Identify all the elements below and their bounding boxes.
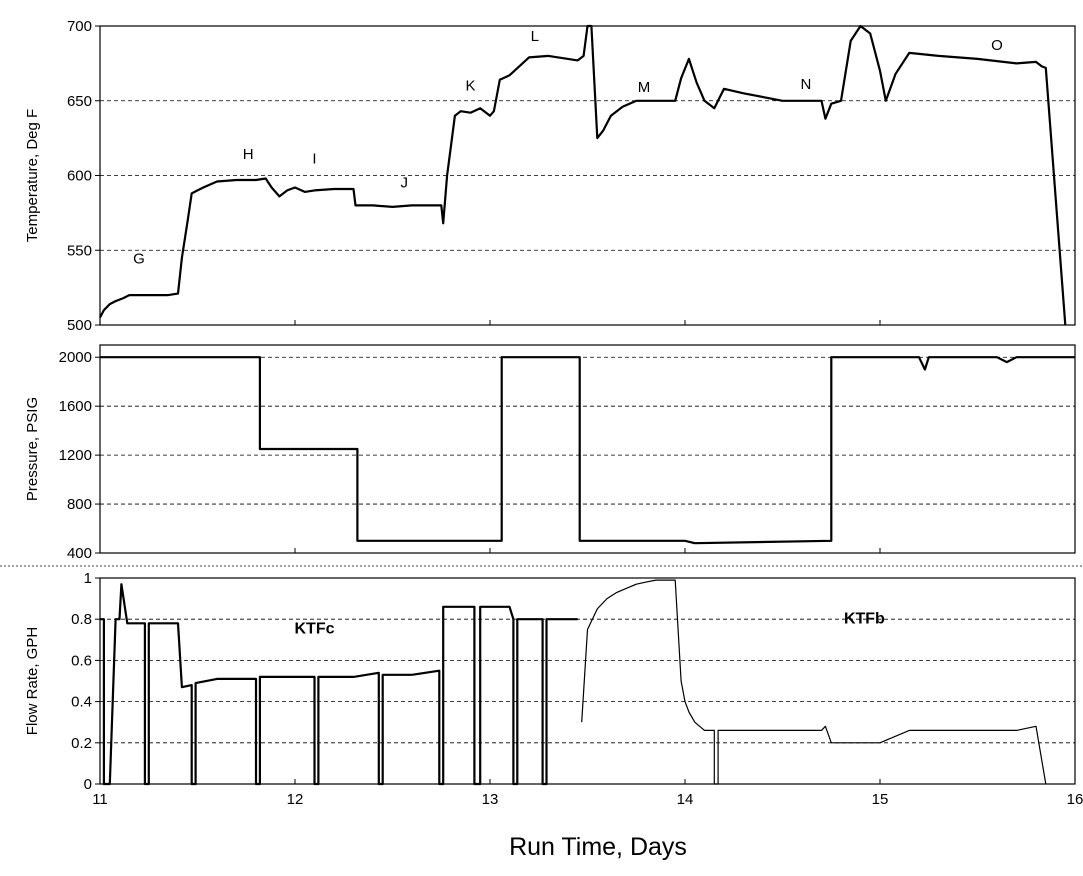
temperature-y-tick-label: 500 [67,317,92,334]
pressure-y-tick-label: 400 [67,545,92,562]
pressure-y-tick-label: 1200 [59,447,92,464]
flow-rate-series-line [581,579,1047,785]
x-axis-title: Run Time, Days [509,833,687,861]
temperature-annotation-label: J [400,174,408,191]
temperature-annotation-label: L [531,28,539,45]
panel-pressure: 400 800 1200 1600 2000 Pressure, PSIG [24,344,1076,562]
x-tick-label: 13 [482,791,499,808]
flow-rate-y-axis-title: Flow Rate, GPH [24,627,41,735]
flow-rate-y-tick-label: 0.8 [71,611,92,628]
temperature-y-tick-label: 550 [67,242,92,259]
temperature-annotation-label: M [638,79,651,96]
temperature-y-tick-label: 650 [67,93,92,110]
pressure-y-tick-label: 2000 [59,349,92,366]
temperature-series-line [99,24,1067,326]
flow-rate-annotation-label: KTFc [295,621,335,638]
temperature-annotation-label: N [800,76,811,93]
temperature-annotation-label: G [133,251,145,268]
flow-rate-y-tick-label: 0.6 [71,652,92,669]
temperature-y-tick-label: 700 [67,18,92,35]
pressure-y-tick-label: 800 [67,496,92,513]
temperature-annotation-label: O [991,37,1003,54]
pressure-y-axis-title: Pressure, PSIG [24,397,41,501]
x-tick-label: 12 [287,791,304,808]
pressure-plot-frame [99,344,1076,554]
panel-flow-rate: 0 0.2 0.4 0.6 0.8 1 Flow Rate, GPH KTFc KTFb [24,570,1076,793]
temperature-y-axis-title: Temperature, Deg F [24,109,41,242]
flow-rate-annotation-label: KTFb [844,610,885,627]
temperature-annotation-label: H [243,146,254,163]
flow-rate-y-tick-label: 0.4 [71,694,92,711]
pressure-series-line [100,356,1075,545]
panel-temperature: 500 550 600 650 700 Temperature, Deg F G H I J K L M… [24,18,1076,334]
flow-rate-y-tick-label: 1 [84,570,92,587]
x-tick-label: 15 [872,791,889,808]
temperature-annotation-label: I [312,151,316,168]
flow-rate-y-tick-label: 0.2 [71,735,92,752]
x-tick-label: 14 [677,791,694,808]
temperature-y-tick-label: 600 [67,168,92,185]
flow-rate-plot-frame [99,577,1076,785]
x-tick-label: 11 [92,791,108,808]
temperature-annotation-label: K [465,77,475,94]
flow-rate-series-line [100,583,578,786]
shared-x-axis: 11 12 13 14 15 16 [92,791,1083,808]
pressure-y-tick-label: 1600 [59,398,92,415]
x-tick-label: 16 [1067,791,1083,808]
flow-rate-y-tick-label: 0 [84,776,92,793]
